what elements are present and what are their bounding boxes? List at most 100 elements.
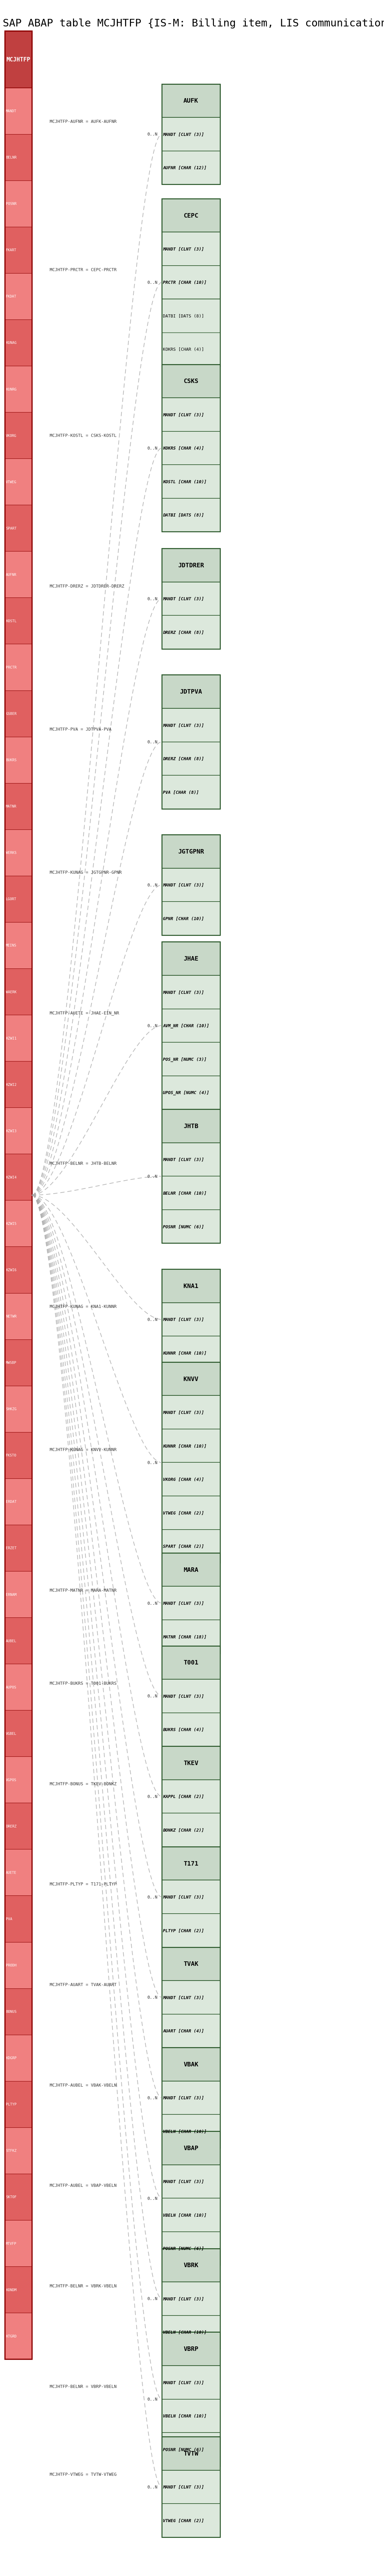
FancyBboxPatch shape xyxy=(5,366,32,412)
Text: MEINS: MEINS xyxy=(6,943,17,948)
Text: JHTB: JHTB xyxy=(184,1123,199,1128)
Text: BELNR: BELNR xyxy=(6,155,17,160)
Text: MANDT [CLNT (3)]: MANDT [CLNT (3)] xyxy=(163,989,204,994)
Text: 0..N: 0..N xyxy=(147,2197,157,2200)
Text: MCJHTFP-KUNAG = JGTGPNR-GPNR: MCJHTFP-KUNAG = JGTGPNR-GPNR xyxy=(50,871,122,876)
FancyBboxPatch shape xyxy=(162,708,220,742)
FancyBboxPatch shape xyxy=(5,1757,32,1803)
FancyBboxPatch shape xyxy=(5,737,32,783)
FancyBboxPatch shape xyxy=(5,1525,32,1571)
Text: 0..N: 0..N xyxy=(147,1695,157,1698)
FancyBboxPatch shape xyxy=(162,1914,220,1947)
Text: 0..N: 0..N xyxy=(147,739,157,744)
Text: 0..N: 0..N xyxy=(147,884,157,886)
Text: MCJHTFP-PRCTR = CEPC-PRCTR: MCJHTFP-PRCTR = CEPC-PRCTR xyxy=(50,268,117,273)
Text: MANDT [CLNT (3)]: MANDT [CLNT (3)] xyxy=(163,2097,204,2099)
Text: VTWEG [CHAR (2)]: VTWEG [CHAR (2)] xyxy=(163,2519,204,2522)
Text: AVM_NR [CHAR (10)]: AVM_NR [CHAR (10)] xyxy=(163,1023,209,1028)
Text: VBELN [CHAR (10)]: VBELN [CHAR (10)] xyxy=(163,2213,207,2218)
Text: MCJHTFP-AUART = TVAK-AUART: MCJHTFP-AUART = TVAK-AUART xyxy=(50,1984,117,1986)
FancyBboxPatch shape xyxy=(5,1850,32,1896)
Text: PVA: PVA xyxy=(6,1917,12,1922)
Text: MANDT [CLNT (3)]: MANDT [CLNT (3)] xyxy=(163,1695,204,1698)
Text: VGBEL: VGBEL xyxy=(6,1731,17,1736)
Text: JGTGPNR: JGTGPNR xyxy=(178,848,204,855)
FancyBboxPatch shape xyxy=(5,180,32,227)
FancyBboxPatch shape xyxy=(162,1747,220,1780)
FancyBboxPatch shape xyxy=(5,1710,32,1757)
Text: T001: T001 xyxy=(184,1659,199,1667)
FancyBboxPatch shape xyxy=(162,549,220,582)
FancyBboxPatch shape xyxy=(5,1015,32,1061)
FancyBboxPatch shape xyxy=(5,31,32,88)
Text: AUBEL: AUBEL xyxy=(6,1638,17,1643)
FancyBboxPatch shape xyxy=(162,1553,220,1587)
Text: DATBI [DATS (8)]: DATBI [DATS (8)] xyxy=(163,314,204,319)
Text: DRERZ [CHAR (8)]: DRERZ [CHAR (8)] xyxy=(163,757,204,760)
Text: MANDT [CLNT (3)]: MANDT [CLNT (3)] xyxy=(163,131,204,137)
Text: 0..N: 0..N xyxy=(147,2396,157,2401)
FancyBboxPatch shape xyxy=(162,2164,220,2197)
Text: 0..N: 0..N xyxy=(147,131,157,137)
FancyBboxPatch shape xyxy=(162,332,220,366)
Text: MANDT [CLNT (3)]: MANDT [CLNT (3)] xyxy=(163,247,204,252)
Text: KUNNR [CHAR (10)]: KUNNR [CHAR (10)] xyxy=(163,1443,207,1448)
Text: DRERZ: DRERZ xyxy=(6,1824,17,1829)
FancyBboxPatch shape xyxy=(5,88,32,134)
Text: 0..N: 0..N xyxy=(147,1461,157,1466)
FancyBboxPatch shape xyxy=(5,1803,32,1850)
Text: 0..N: 0..N xyxy=(147,281,157,286)
Text: GSBER: GSBER xyxy=(6,711,17,716)
FancyBboxPatch shape xyxy=(162,1363,220,1396)
Text: MCJHTFP: MCJHTFP xyxy=(7,57,30,62)
FancyBboxPatch shape xyxy=(5,1618,32,1664)
FancyBboxPatch shape xyxy=(162,1211,220,1244)
FancyBboxPatch shape xyxy=(5,1200,32,1247)
FancyBboxPatch shape xyxy=(5,1154,32,1200)
Text: KZWI3: KZWI3 xyxy=(6,1128,17,1133)
Text: 0..N: 0..N xyxy=(147,1602,157,1605)
FancyBboxPatch shape xyxy=(162,1303,220,1337)
Text: FKSTO: FKSTO xyxy=(6,1453,17,1458)
Text: KOKRS [CHAR (4)]: KOKRS [CHAR (4)] xyxy=(163,348,204,353)
Text: VGPOS: VGPOS xyxy=(6,1777,17,1783)
FancyBboxPatch shape xyxy=(162,1077,220,1110)
Text: KZWI5: KZWI5 xyxy=(6,1221,17,1226)
Text: VKORG [CHAR (4)]: VKORG [CHAR (4)] xyxy=(163,1476,204,1481)
Text: 0..N: 0..N xyxy=(147,1316,157,1321)
Text: MANDT: MANDT xyxy=(6,111,17,113)
Text: PLTYP [CHAR (2)]: PLTYP [CHAR (2)] xyxy=(163,1929,204,1932)
Text: MCJHTFP-BELNR = JHTB-BELNR: MCJHTFP-BELNR = JHTB-BELNR xyxy=(50,1162,117,1167)
FancyBboxPatch shape xyxy=(162,2316,220,2349)
FancyBboxPatch shape xyxy=(162,265,220,299)
Text: PVA [CHAR (8)]: PVA [CHAR (8)] xyxy=(163,791,199,793)
FancyBboxPatch shape xyxy=(162,976,220,1010)
Text: MCJHTFP-KUNAG = KNA1-KUNNR: MCJHTFP-KUNAG = KNA1-KUNNR xyxy=(50,1303,117,1309)
Text: WERKS: WERKS xyxy=(6,850,17,855)
Text: KTGRD: KTGRD xyxy=(6,2334,17,2339)
FancyBboxPatch shape xyxy=(162,2115,220,2148)
FancyBboxPatch shape xyxy=(5,2035,32,2081)
FancyBboxPatch shape xyxy=(162,198,220,232)
FancyBboxPatch shape xyxy=(5,412,32,459)
Text: MARA: MARA xyxy=(184,1566,199,1574)
Text: VTWEG [CHAR (2)]: VTWEG [CHAR (2)] xyxy=(163,1510,204,1515)
FancyBboxPatch shape xyxy=(5,505,32,551)
Text: 0..N: 0..N xyxy=(147,2486,157,2488)
Text: MTVFP: MTVFP xyxy=(6,2241,17,2246)
Text: MCJHTFP-AUFNR = AUFK-AUFNR: MCJHTFP-AUFNR = AUFK-AUFNR xyxy=(50,118,117,124)
FancyBboxPatch shape xyxy=(162,1780,220,1814)
FancyBboxPatch shape xyxy=(162,1430,220,1463)
FancyBboxPatch shape xyxy=(162,1646,220,1680)
Text: VBAP: VBAP xyxy=(184,2146,199,2151)
FancyBboxPatch shape xyxy=(162,2504,220,2537)
FancyBboxPatch shape xyxy=(162,466,220,500)
FancyBboxPatch shape xyxy=(5,2128,32,2174)
FancyBboxPatch shape xyxy=(162,2014,220,2048)
FancyBboxPatch shape xyxy=(162,582,220,616)
Text: POSNR [NUMC (6)]: POSNR [NUMC (6)] xyxy=(163,2447,204,2452)
FancyBboxPatch shape xyxy=(162,2437,220,2470)
FancyBboxPatch shape xyxy=(5,1247,32,1293)
Text: MANDT [CLNT (3)]: MANDT [CLNT (3)] xyxy=(163,2179,204,2184)
Text: JDTPVA: JDTPVA xyxy=(180,688,202,696)
